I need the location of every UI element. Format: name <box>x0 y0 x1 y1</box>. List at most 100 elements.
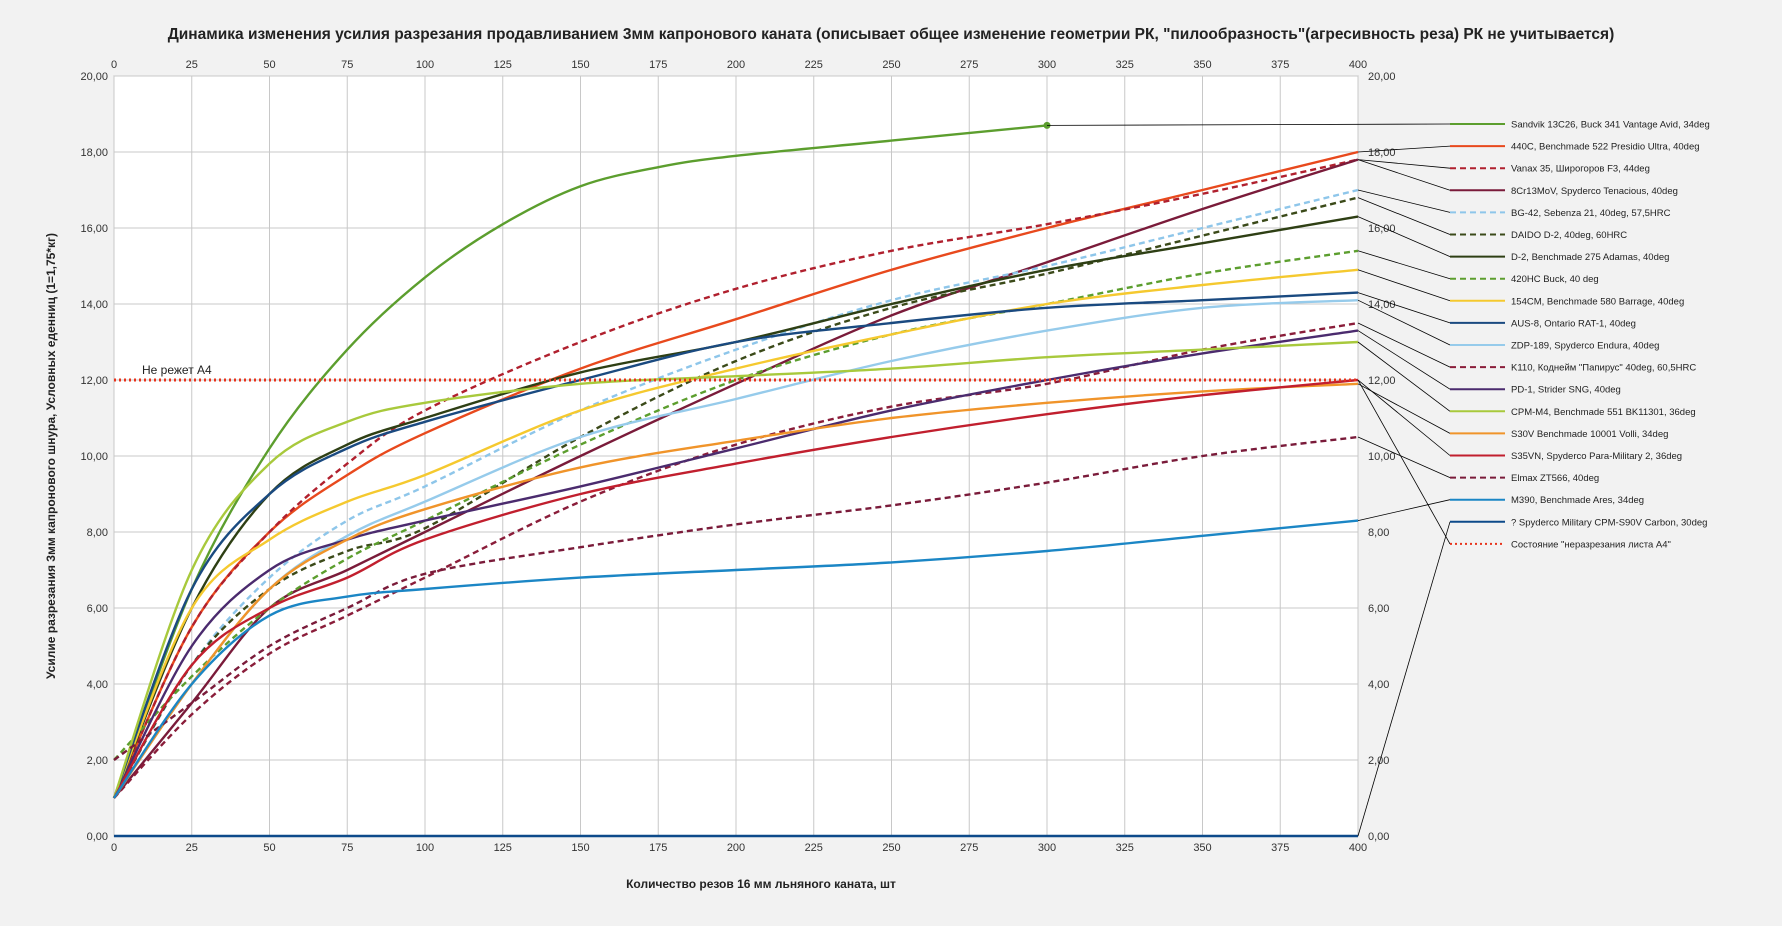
x-tick-label-bottom: 225 <box>805 842 823 854</box>
series-3-line <box>112 158 1359 799</box>
y-tick-label-left: 6,00 <box>87 603 108 615</box>
x-tick-label-bottom: 300 <box>1038 842 1056 854</box>
x-tick-label-bottom: 0 <box>111 842 117 854</box>
series-9-leader-line <box>1357 269 1451 302</box>
series-3-leader-line <box>1357 159 1451 169</box>
legend: Sandvik 13C26, Buck 341 Vantage Avid, 34… <box>1046 120 1710 837</box>
series-5-legend-label: BG-42, Sebenza 21, 40deg, 57,5HRC <box>1511 208 1671 219</box>
y-tick-label-right: 20,00 <box>1368 71 1396 83</box>
series-18-line <box>113 519 1359 799</box>
series-8-leader-line <box>1357 250 1451 280</box>
x-tick-label-top: 250 <box>882 59 900 71</box>
series-10-leader-line <box>1357 292 1451 324</box>
series-19-legend-label: ? Spyderco Military CPM-S90V Carbon, 30d… <box>1511 517 1707 528</box>
x-tick-label-bottom: 350 <box>1193 842 1211 854</box>
y-tick-label-left: 18,00 <box>80 147 108 159</box>
series-15-line <box>113 382 1359 799</box>
series-7-leader-line <box>1357 216 1451 257</box>
y-tick-label-right: 0,00 <box>1368 831 1389 843</box>
x-axis-label: Количество резов 16 мм льняного каната, … <box>626 877 896 891</box>
y-tick-label-right: 4,00 <box>1368 679 1389 691</box>
y-tick-label-left: 12,00 <box>80 375 108 387</box>
x-tick-label-top: 125 <box>494 59 512 71</box>
x-tick-label-top: 350 <box>1193 59 1211 71</box>
series-15-legend-label: S30V Benchmade 10001 Volli, 34deg <box>1511 429 1668 440</box>
x-tick-label-top: 375 <box>1271 59 1289 71</box>
series-10-legend-label: AUS-8, Ontario RAT-1, 40deg <box>1511 318 1636 329</box>
x-tick-label-bottom: 400 <box>1349 842 1367 854</box>
y-tick-label-right: 18,00 <box>1368 147 1396 159</box>
series-7-line <box>112 215 1359 799</box>
series-14-leader-line <box>1357 341 1451 412</box>
y-tick-label-left: 20,00 <box>80 71 108 83</box>
x-tick-label-bottom: 175 <box>649 842 667 854</box>
series-17-line <box>113 435 1359 761</box>
x-tick-label-bottom: 75 <box>341 842 353 854</box>
x-tick-label-top: 75 <box>341 59 353 71</box>
series-20-leader-line <box>1357 379 1451 545</box>
series-16-line <box>112 378 1359 799</box>
y-tick-label-right: 16,00 <box>1368 223 1396 235</box>
series-12-legend-label: K110, Коднейм "Папирус" 40deg, 60,5HRC <box>1511 363 1696 374</box>
series-16-legend-label: S35VN, Spyderco Para-Military 2, 36deg <box>1511 451 1682 462</box>
series-6-leader-line <box>1357 197 1451 235</box>
y-tick-label-right: 10,00 <box>1368 451 1396 463</box>
x-tick-label-top: 400 <box>1349 59 1367 71</box>
x-tick-label-top: 300 <box>1038 59 1056 71</box>
y-tick-label-right: 12,00 <box>1368 375 1396 387</box>
series-3-legend-label: Vanax 35, Широгоров F3, 44deg <box>1511 164 1650 175</box>
x-tick-label-top: 0 <box>111 59 117 71</box>
series-6-legend-label: DAIDO D-2, 40deg, 60HRC <box>1511 230 1627 241</box>
x-tick-label-bottom: 275 <box>960 842 978 854</box>
series-16-leader-line <box>1357 379 1451 456</box>
chart-title: Динамика изменения усилия разрезания про… <box>168 26 1615 43</box>
series-12-line <box>113 321 1359 799</box>
series-9-line <box>112 268 1359 799</box>
series-18-leader-line <box>1357 499 1451 521</box>
series-4-legend-label: 8Cr13MoV, Spyderco Tenacious, 40deg <box>1511 186 1678 197</box>
annotation-label: Не режет А4 <box>142 363 212 377</box>
x-tick-label-bottom: 50 <box>263 842 275 854</box>
x-tick-label-bottom: 125 <box>494 842 512 854</box>
x-tick-label-top: 50 <box>263 59 275 71</box>
y-tick-label-left: 8,00 <box>87 527 108 539</box>
series-13-leader-line <box>1357 330 1451 390</box>
series-1-legend-label: Sandvik 13C26, Buck 341 Vantage Avid, 34… <box>1511 120 1710 131</box>
x-tick-label-top: 175 <box>649 59 667 71</box>
series-9-legend-label: 154CM, Benchmade 580 Barrage, 40deg <box>1511 296 1684 307</box>
series-18-legend-label: M390, Benchmade Ares, 34deg <box>1511 495 1644 506</box>
x-tick-label-top: 325 <box>1116 59 1134 71</box>
series-4-leader-line <box>1357 159 1451 191</box>
series-11-leader-line <box>1357 299 1451 346</box>
series-5-line <box>112 188 1359 799</box>
y-tick-label-left: 16,00 <box>80 223 108 235</box>
series-14-line <box>112 340 1359 799</box>
x-tick-label-bottom: 100 <box>416 842 434 854</box>
y-tick-label-left: 0,00 <box>87 831 108 843</box>
series-2-legend-label: 440C, Benchmade 522 Presidio Ultra, 40de… <box>1511 142 1700 153</box>
y-tick-label-left: 10,00 <box>80 451 108 463</box>
series-14-legend-label: CPM-M4, Benchmade 551 BK11301, 36deg <box>1511 407 1696 418</box>
series-8-legend-label: 420HC Buck, 40 deg <box>1511 274 1599 285</box>
series-20-legend-label: Состояние "неразрезания листа А4" <box>1511 539 1671 550</box>
x-tick-label-top: 25 <box>186 59 198 71</box>
y-tick-label-left: 14,00 <box>80 299 108 311</box>
series-5-leader-line <box>1357 189 1451 213</box>
series-layer <box>112 121 1359 838</box>
series-7-legend-label: D-2, Benchmade 275 Adamas, 40deg <box>1511 252 1669 263</box>
y-tick-label-right: 6,00 <box>1368 603 1389 615</box>
series-13-legend-label: PD-1, Strider SNG, 40deg <box>1511 385 1621 396</box>
series-17-leader-line <box>1357 436 1451 478</box>
x-tick-label-top: 150 <box>571 59 589 71</box>
series-11-legend-label: ZDP-189, Spyderco Endura, 40deg <box>1511 341 1659 352</box>
y-tick-label-left: 2,00 <box>87 755 108 767</box>
y-tick-label-right: 8,00 <box>1368 527 1389 539</box>
x-tick-label-top: 275 <box>960 59 978 71</box>
x-tick-label-bottom: 25 <box>186 842 198 854</box>
series-1-line <box>112 124 1048 799</box>
x-tick-label-top: 225 <box>805 59 823 71</box>
x-tick-label-bottom: 325 <box>1116 842 1134 854</box>
series-2-leader-line <box>1357 145 1451 153</box>
